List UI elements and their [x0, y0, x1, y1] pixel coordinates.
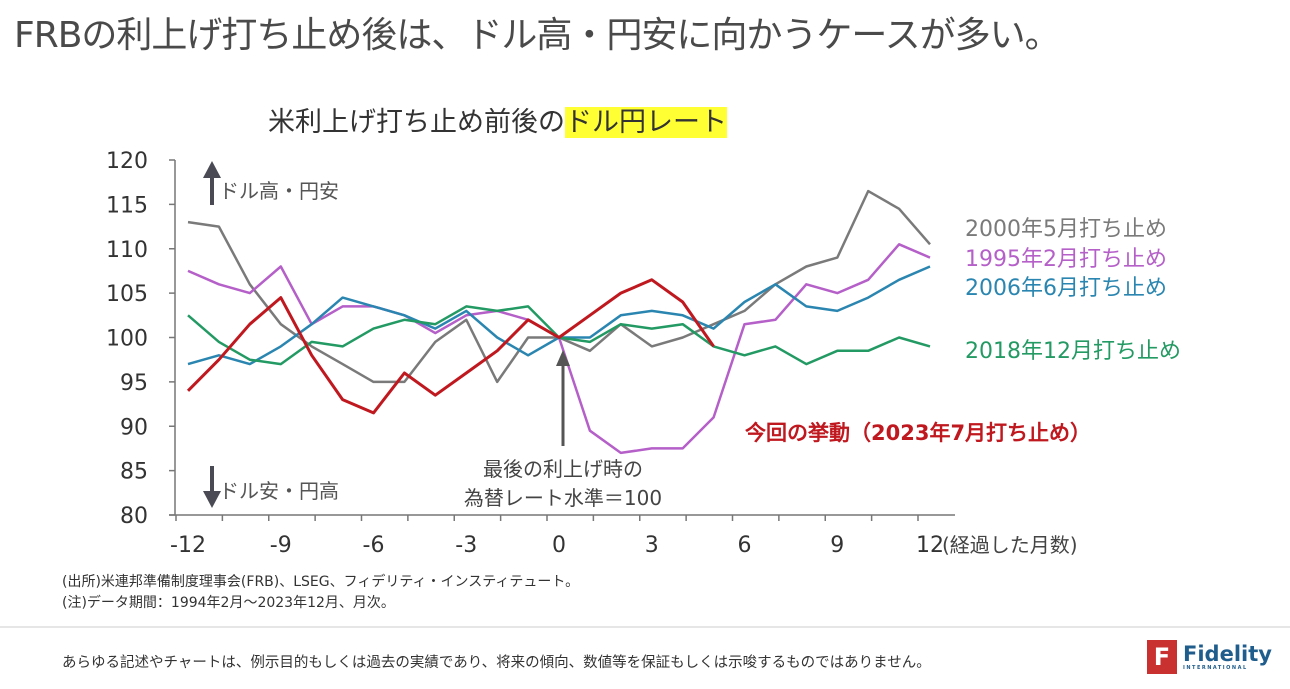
logo-sub: INTERNATIONAL	[1183, 665, 1248, 671]
y-tick-label: 105	[106, 282, 148, 307]
chart-title-prefix: 米利上げ打ち止め前後の	[268, 107, 565, 138]
logo-name: Fidelity	[1183, 642, 1272, 666]
x-tick-label: -3	[455, 533, 477, 558]
period-note: (注)データ期間：1994年2月～2023年12月、月次。	[62, 595, 395, 611]
baseline-label-1: 最後の利上げ時の	[483, 457, 643, 481]
footer-divider	[0, 626, 1290, 628]
series-line-4	[186, 278, 715, 415]
fidelity-logo: F Fidelity INTERNATIONAL	[1147, 640, 1272, 674]
y-tick-label: 110	[106, 238, 148, 263]
baseline-label-2: 為替レート水準＝100	[464, 486, 662, 510]
axes: 80 85 90 95 100 105 110 115 120 -12 -9 -6 -3 0 3 6 9 12	[106, 149, 955, 558]
headline: FRBの利上げ打ち止め後は、ドル高・円安に向かうケースが多い。	[14, 15, 1061, 56]
annotations: ドル高・円安 ドル安・円高 最後の利上げ時の 為替レート水準＝100 (経過した…	[203, 161, 1078, 557]
x-axis-label: (経過した月数)	[942, 533, 1078, 557]
y-tick-label: 90	[120, 415, 148, 440]
baseline-arrow-icon	[556, 350, 570, 446]
y-tick-label: 115	[106, 193, 148, 218]
line-chart: 80 85 90 95 100 105 110 115 120 -12 -9 -6 -3 0 3 6 9 12 ド…	[106, 149, 1181, 558]
down-arrow-icon	[203, 466, 221, 508]
x-tick-label: -9	[270, 533, 292, 558]
annotation-up: ドル高・円安	[219, 179, 339, 203]
chart-title-highlight: ドル円レート	[565, 107, 727, 138]
x-tick-label: 3	[645, 533, 659, 558]
y-tick-label: 100	[106, 327, 148, 352]
chart-title: 米利上げ打ち止め前後のドル円レート	[268, 100, 727, 139]
up-arrow-icon	[203, 161, 221, 205]
source-note: (出所)米連邦準備制度理事会(FRB)、LSEG、フィデリティ・インスティテュー…	[62, 574, 580, 590]
disclaimer: あらゆる記述やチャートは、例示目的もしくは過去の実績であり、将来の傾向、数値等を…	[62, 655, 931, 671]
y-tick-label: 120	[106, 149, 148, 174]
x-tick-label: -12	[170, 533, 206, 558]
legend-2023: 今回の挙動（2023年7月打ち止め）	[745, 421, 1091, 445]
series-line-0	[187, 189, 931, 384]
legend-2000: 2000年5月打ち止め	[965, 217, 1167, 242]
legend-1995: 1995年2月打ち止め	[965, 247, 1167, 272]
y-tick-label: 80	[120, 504, 148, 529]
fidelity-logo-icon: F	[1147, 640, 1177, 674]
annotation-down: ドル安・円高	[219, 479, 339, 503]
x-tick-label: 9	[830, 533, 844, 558]
legend-2006: 2006年6月打ち止め	[965, 276, 1167, 301]
chart-notes: (出所)米連邦準備制度理事会(FRB)、LSEG、フィデリティ・インスティテュー…	[62, 572, 579, 614]
legend: 2000年5月打ち止め 1995年2月打ち止め 2006年6月打ち止め 2018…	[745, 217, 1181, 445]
x-tick-label: 6	[738, 533, 752, 558]
y-tick-label: 85	[120, 460, 148, 485]
y-tick-label: 95	[120, 371, 148, 396]
x-tick-label: 12	[916, 533, 944, 558]
x-tick-label: -6	[363, 533, 385, 558]
series-lines	[186, 189, 931, 455]
x-tick-label: 0	[552, 533, 566, 558]
legend-2018: 2018年12月打ち止め	[965, 339, 1181, 364]
